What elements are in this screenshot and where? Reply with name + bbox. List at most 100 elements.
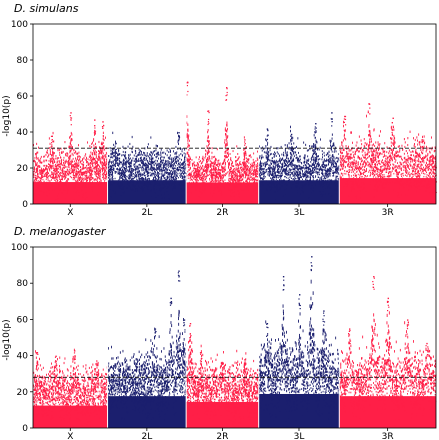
snp-point xyxy=(130,171,132,174)
snp-point xyxy=(248,171,250,174)
snp-point xyxy=(218,174,220,176)
snp-point xyxy=(40,170,42,173)
snp-point xyxy=(302,185,304,187)
snp-point xyxy=(141,178,143,180)
snp-point xyxy=(235,176,237,179)
snp-point xyxy=(141,174,143,177)
snp-point xyxy=(267,173,269,175)
snp-point xyxy=(45,173,47,175)
snp-point xyxy=(35,177,36,179)
snp-point xyxy=(241,174,243,176)
snp-point xyxy=(98,159,100,162)
snp-point xyxy=(179,163,181,166)
snp-point xyxy=(50,160,52,162)
snp-point xyxy=(47,185,49,187)
snp-point xyxy=(164,185,166,188)
snp-point xyxy=(163,184,165,186)
snp-point xyxy=(42,178,44,181)
snp-point xyxy=(118,179,120,181)
snp-point xyxy=(205,170,206,172)
snp-point xyxy=(86,164,87,167)
snp-point xyxy=(131,171,133,174)
snp-point xyxy=(237,186,239,188)
snp-point xyxy=(68,157,70,160)
snp-point xyxy=(206,172,208,175)
snp-point xyxy=(181,175,183,177)
snp-point xyxy=(158,162,160,165)
snp-point xyxy=(328,174,330,177)
snp-point xyxy=(212,171,214,174)
snp-point xyxy=(100,182,101,185)
snp-point xyxy=(90,167,92,170)
snp-point xyxy=(102,157,104,160)
snp-point xyxy=(107,173,109,175)
snp-point xyxy=(123,185,125,187)
snp-point xyxy=(83,171,85,174)
snp-point xyxy=(187,157,189,160)
snp-point xyxy=(248,178,250,180)
snp-point xyxy=(122,166,124,169)
snp-point xyxy=(142,179,143,181)
snp-point xyxy=(85,170,87,173)
snp-point xyxy=(102,168,104,170)
snp-point xyxy=(128,159,129,162)
snp-point xyxy=(174,169,176,172)
snp-point xyxy=(228,175,230,177)
snp-point xyxy=(200,197,202,199)
snp-point xyxy=(286,180,288,183)
snp-point xyxy=(144,178,146,181)
snp-point xyxy=(209,169,211,172)
snp-point xyxy=(108,178,110,181)
snp-point xyxy=(74,186,76,188)
snp-point xyxy=(293,174,295,177)
snp-point xyxy=(98,174,99,177)
snp-point xyxy=(140,160,142,163)
snp-point xyxy=(33,171,35,173)
snp-point xyxy=(87,161,89,164)
snp-point xyxy=(135,155,137,158)
snp-point xyxy=(198,171,200,173)
snp-point xyxy=(205,170,207,172)
snp-point xyxy=(243,136,245,139)
snp-point xyxy=(82,180,84,182)
snp-point xyxy=(237,180,239,183)
snp-point xyxy=(160,154,162,157)
snp-point xyxy=(89,179,91,182)
snp-point xyxy=(72,165,74,167)
snp-point xyxy=(283,169,285,172)
snp-point xyxy=(86,174,88,177)
snp-point xyxy=(134,174,136,176)
snp-point xyxy=(209,158,211,160)
snp-point xyxy=(106,162,108,165)
snp-point xyxy=(90,173,92,175)
snp-point xyxy=(216,171,218,173)
snp-point xyxy=(193,174,194,177)
snp-point xyxy=(75,176,77,178)
snp-point xyxy=(75,183,77,185)
snp-point xyxy=(305,172,307,175)
snp-point xyxy=(95,183,97,185)
snp-point xyxy=(116,158,118,161)
snp-point xyxy=(76,165,78,167)
snp-point xyxy=(196,186,198,188)
snp-point xyxy=(220,169,222,172)
snp-point xyxy=(123,170,124,173)
snp-point xyxy=(114,145,116,148)
snp-point xyxy=(267,184,269,186)
snp-point xyxy=(102,166,104,169)
snp-point xyxy=(286,164,288,167)
snp-point xyxy=(251,185,253,187)
snp-point xyxy=(229,168,231,171)
snp-point xyxy=(145,166,147,169)
snp-point xyxy=(194,170,196,172)
snp-point xyxy=(57,167,59,170)
snp-point xyxy=(145,183,147,185)
snp-point xyxy=(169,151,171,153)
snp-point xyxy=(56,170,58,172)
snp-point xyxy=(86,196,88,198)
snp-point xyxy=(111,156,113,159)
snp-point xyxy=(125,174,126,176)
snp-point xyxy=(136,174,138,176)
snp-point xyxy=(269,149,271,152)
snp-point xyxy=(244,158,245,161)
